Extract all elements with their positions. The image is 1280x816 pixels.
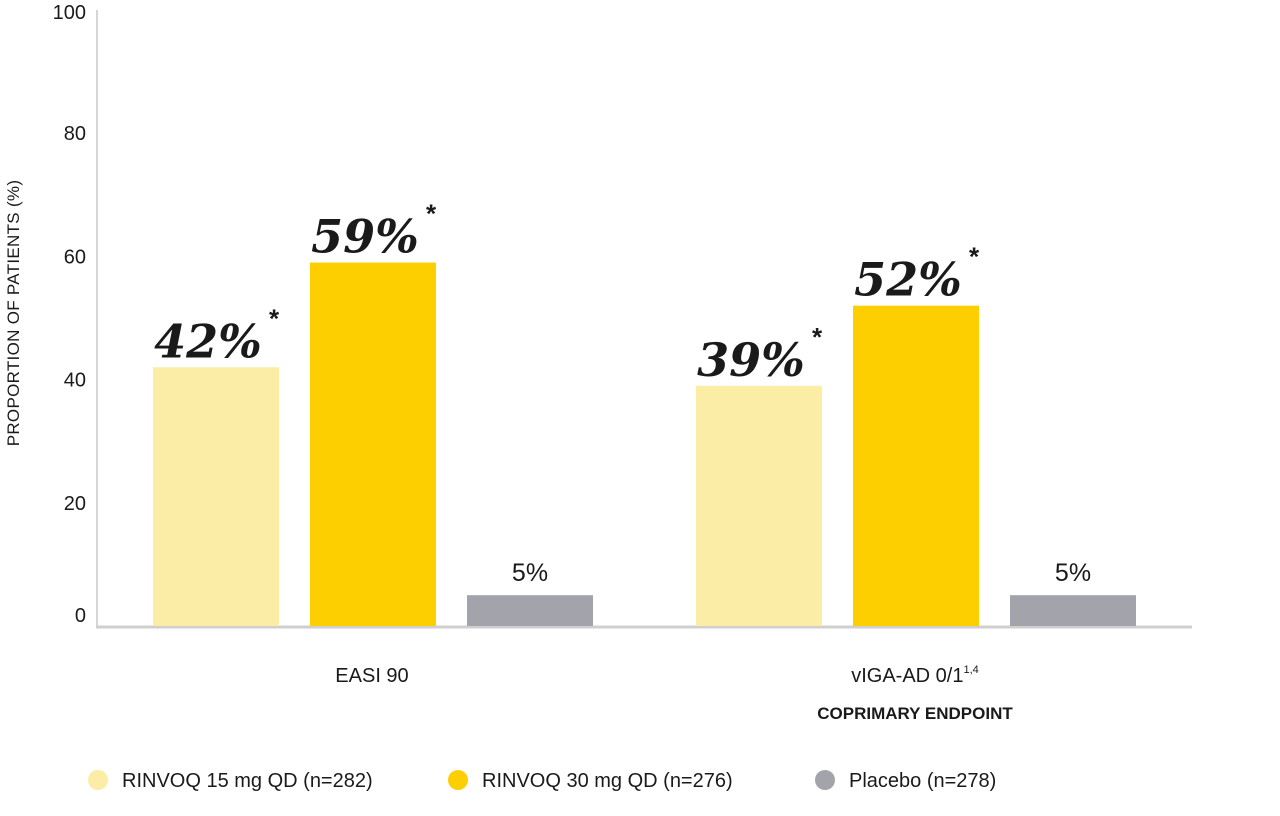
x-category-label: vIGA-AD 0/11,4 [851, 664, 979, 687]
data-label: 42% [154, 314, 262, 368]
legend-item-rinvoq-15: RINVOQ 15 mg QD (n=282) [88, 770, 373, 792]
y-tick-label: 0 [75, 605, 86, 627]
significance-marker: * [269, 303, 280, 333]
coprimary-endpoint-label: COPRIMARY ENDPOINT [817, 704, 1013, 723]
legend-swatch [448, 770, 468, 790]
legend-label: RINVOQ 15 mg QD (n=282) [122, 770, 373, 792]
legend-swatch [88, 770, 108, 790]
data-label: 39% [697, 333, 805, 387]
y-tick-label: 80 [64, 123, 86, 145]
data-label: 5% [1055, 559, 1091, 587]
y-tick-label: 100 [53, 2, 86, 24]
bar-rinvoq-30 [853, 305, 979, 626]
data-label: 59% [311, 210, 419, 264]
data-label: 52% [854, 253, 962, 307]
bar-rinvoq-15 [153, 367, 279, 626]
x-category-label: EASI 90 [335, 665, 408, 687]
legend-item-placebo: Placebo (n=278) [815, 770, 996, 792]
y-tick-label: 40 [64, 370, 86, 392]
data-label: 5% [512, 559, 548, 587]
significance-marker: * [969, 242, 980, 272]
y-tick-label: 20 [64, 493, 86, 515]
legend-label: Placebo (n=278) [849, 770, 996, 792]
legend-item-rinvoq-30: RINVOQ 30 mg QD (n=276) [448, 770, 733, 792]
bar-rinvoq-15 [696, 385, 822, 626]
y-tick-label: 60 [64, 246, 86, 268]
legend-swatch [815, 770, 835, 790]
y-axis-label: PROPORTION OF PATIENTS (%) [4, 180, 23, 447]
legend-label: RINVOQ 30 mg QD (n=276) [482, 770, 733, 792]
bar-rinvoq-30 [310, 262, 436, 626]
significance-marker: * [426, 199, 437, 229]
bar-placebo [1010, 595, 1136, 626]
bar-placebo [467, 595, 593, 626]
significance-marker: * [812, 322, 823, 352]
